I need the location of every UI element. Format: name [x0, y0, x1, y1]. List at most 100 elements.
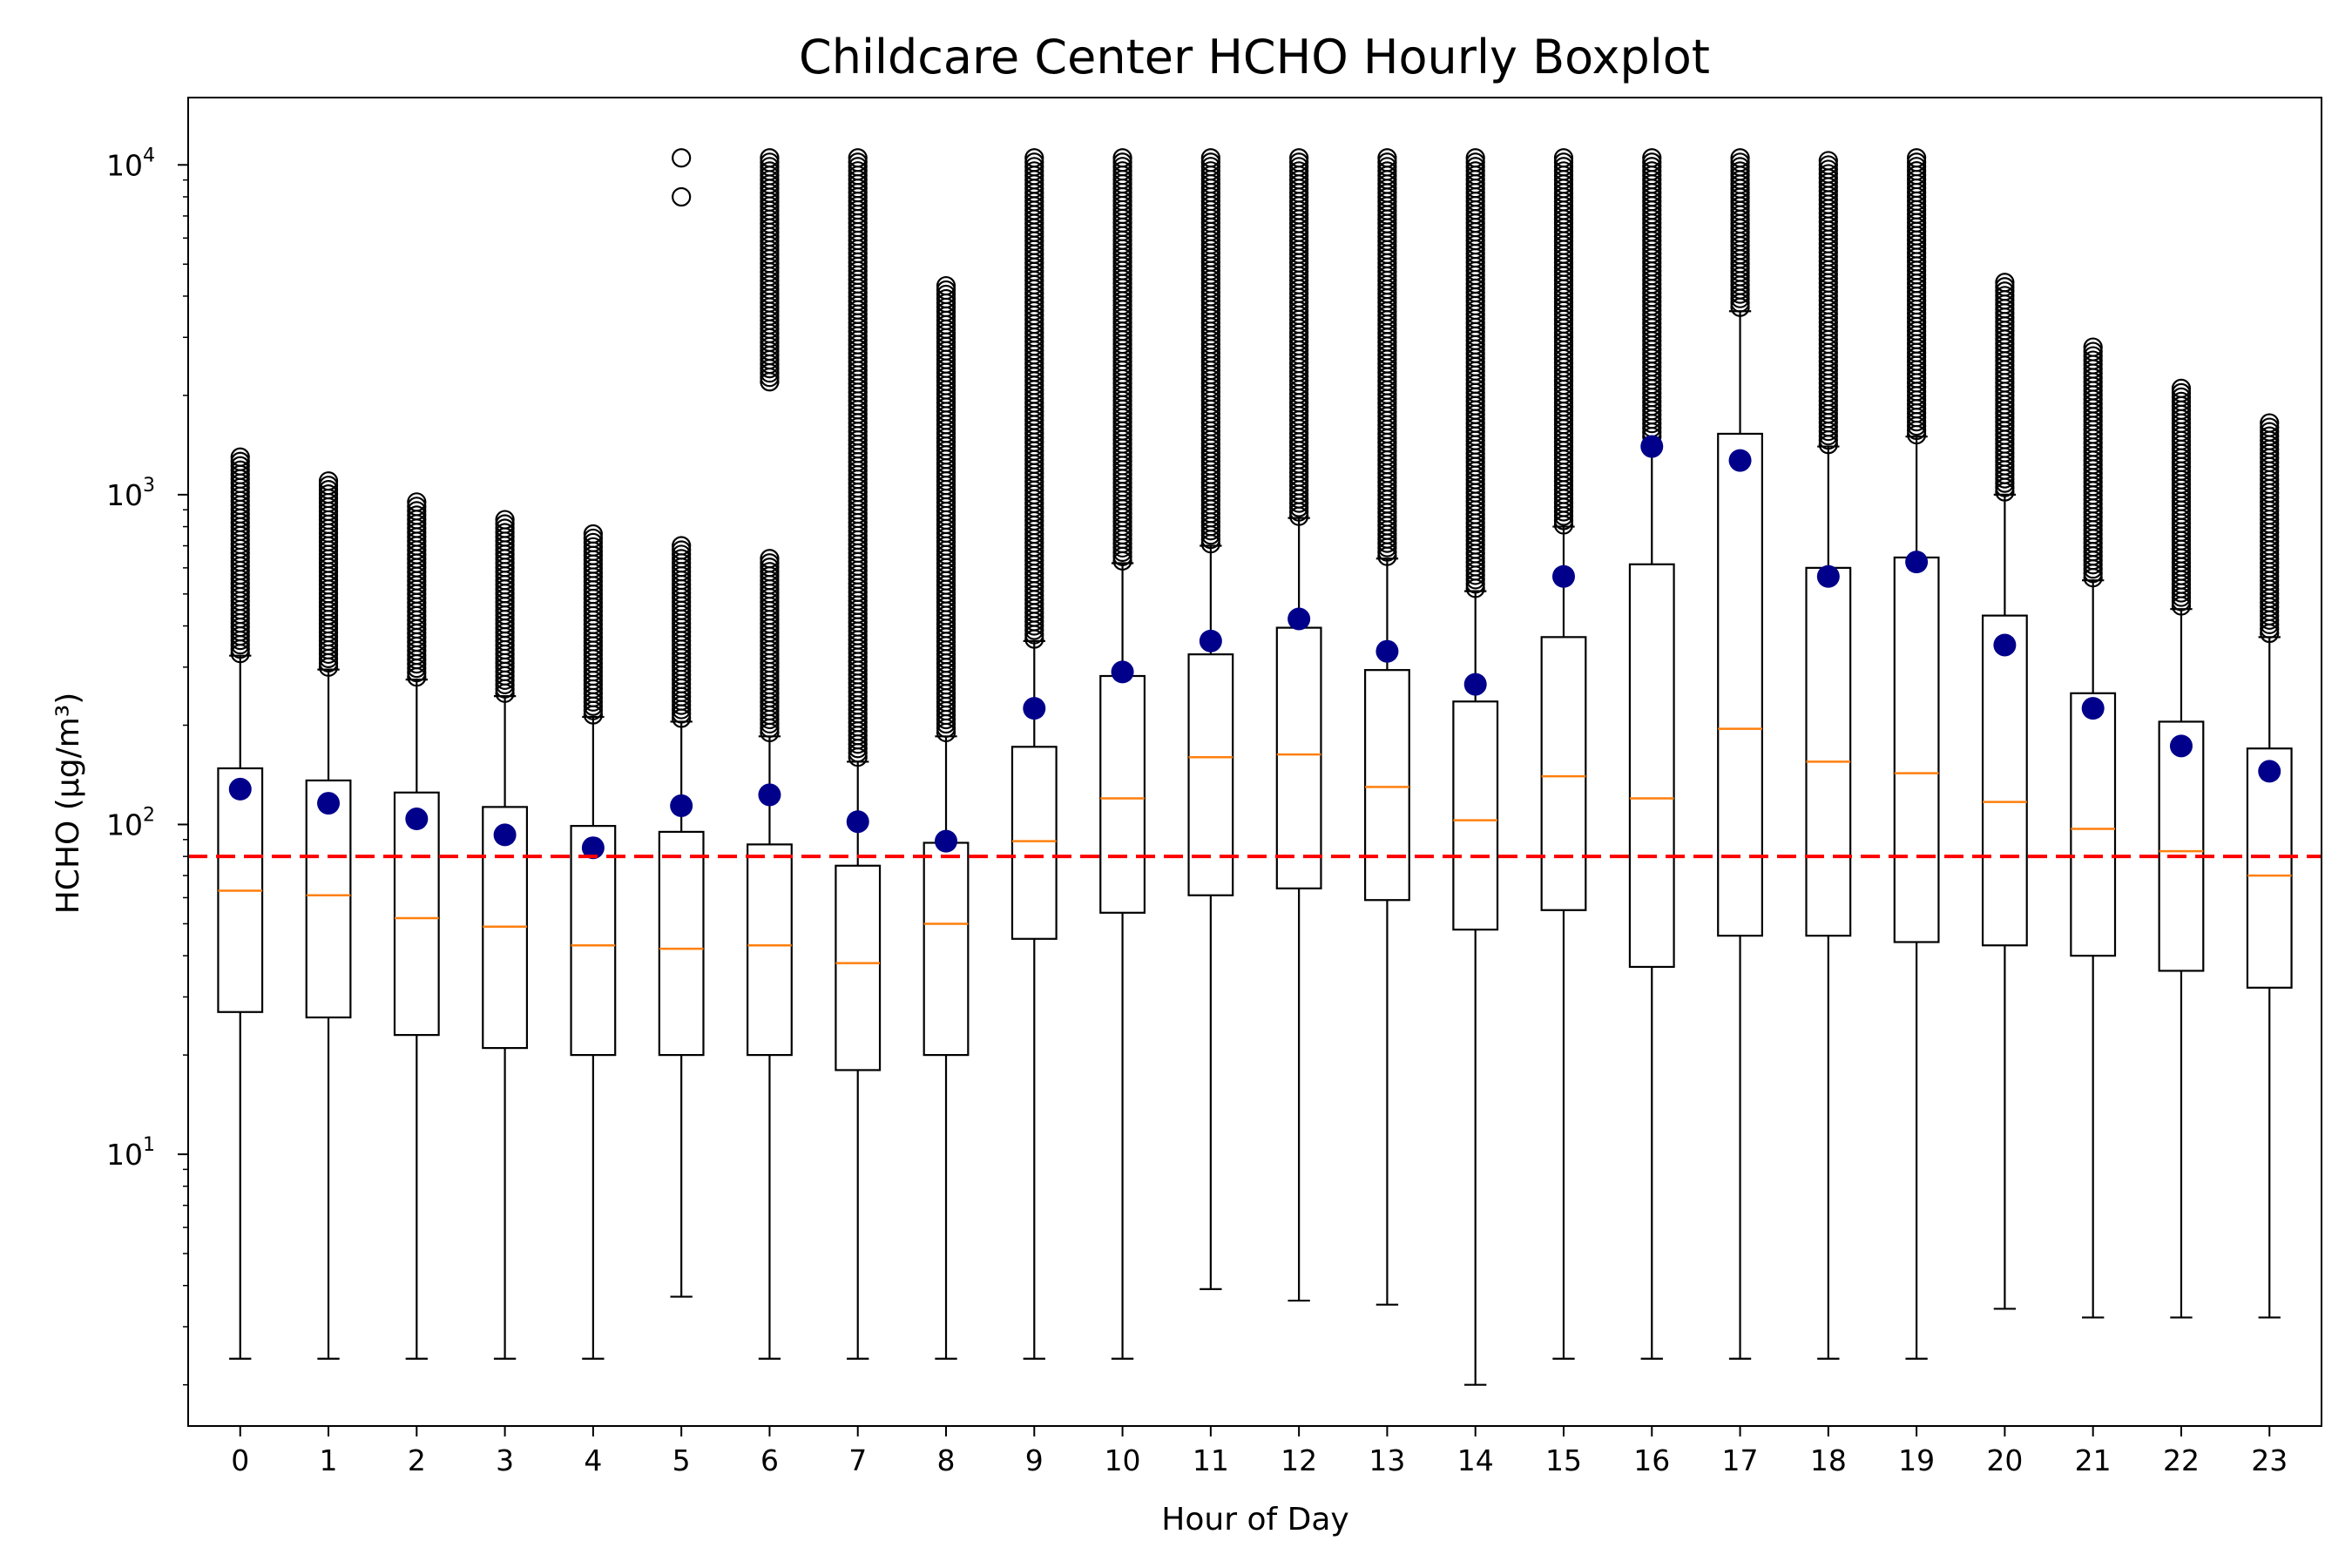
outlier-point	[1553, 161, 1574, 181]
mean-marker	[228, 777, 252, 801]
outlier-point	[407, 505, 427, 525]
box-hour-10	[1099, 148, 1146, 1360]
outlier-point	[1553, 157, 1574, 177]
x-tick-label: 21	[2075, 1443, 2112, 1477]
outlier-point	[1642, 152, 1662, 172]
mean-marker	[405, 808, 429, 831]
outlier-point	[1730, 161, 1750, 181]
iqr-box	[1010, 746, 1058, 940]
iqr-box	[393, 791, 440, 1037]
outlier-point	[407, 501, 427, 521]
outlier-point	[1112, 152, 1132, 172]
outlier-point	[672, 544, 692, 564]
outlier-point	[760, 152, 780, 172]
outlier-point	[1995, 281, 2015, 301]
iqr-box	[1628, 563, 1675, 969]
outlier-point	[583, 537, 603, 557]
outlier-point	[1907, 161, 1927, 181]
outlier-point	[230, 460, 250, 480]
outlier-point	[2171, 387, 2192, 407]
mean-marker	[1640, 435, 1664, 458]
x-tick-label: 0	[231, 1443, 249, 1477]
mean-marker	[493, 823, 517, 847]
iqr-box	[1717, 432, 1763, 937]
outlier-point	[672, 549, 692, 569]
box-hour-18	[1805, 151, 1852, 1360]
outlier-point	[583, 528, 603, 549]
y-axis-label: HCHO (µg/m³)	[51, 693, 86, 915]
outlier-point	[760, 558, 780, 578]
box-hour-0	[217, 447, 264, 1360]
outlier-point	[1907, 148, 1927, 168]
mean-marker	[1816, 564, 1840, 588]
iqr-box	[1364, 669, 1410, 902]
x-tick-label: 6	[760, 1443, 779, 1477]
outlier-point	[1024, 157, 1044, 177]
outlier-point	[760, 157, 780, 177]
mean-marker	[317, 792, 341, 815]
outlier-point	[1818, 151, 1838, 171]
iqr-box	[835, 864, 882, 1071]
y-tick-label: 103	[106, 475, 155, 512]
mean-marker	[1199, 629, 1222, 652]
outlier-point	[848, 152, 868, 172]
mean-marker	[1023, 697, 1046, 720]
outlier-point	[2083, 337, 2103, 357]
outlier-point	[936, 284, 956, 305]
outlier-point	[1200, 157, 1220, 177]
outlier-point	[1907, 157, 1927, 177]
outlier-point	[1642, 161, 1662, 181]
box-hour-21	[2070, 337, 2117, 1319]
outlier-point	[1200, 161, 1220, 181]
outlier-point	[760, 161, 780, 181]
outlier-point	[760, 549, 780, 569]
outlier-point	[2171, 382, 2192, 402]
x-tick-label: 18	[1810, 1443, 1847, 1477]
outlier-point	[672, 148, 692, 168]
outlier-point	[1642, 157, 1662, 177]
x-tick-label: 5	[672, 1443, 691, 1477]
iqr-box	[1981, 614, 2028, 947]
outlier-point	[760, 148, 780, 168]
mean-marker	[1288, 607, 1311, 631]
box-hour-8	[923, 275, 970, 1360]
mean-marker	[2169, 734, 2193, 758]
x-tick-label: 8	[937, 1443, 956, 1477]
outlier-point	[672, 540, 692, 560]
x-tick-label: 20	[1986, 1443, 2023, 1477]
chart-title: Childcare Center HCHO Hourly Boxplot	[799, 30, 1710, 84]
box-hour-17	[1717, 148, 1763, 1360]
outlier-point	[407, 497, 427, 517]
outlier-point	[672, 536, 692, 556]
box-hour-16	[1628, 148, 1675, 1360]
iqr-box	[1540, 636, 1587, 911]
x-tick-label: 9	[1025, 1443, 1044, 1477]
outlier-point	[1995, 273, 2015, 293]
plot-area	[188, 148, 2322, 1386]
y-tick-label: 104	[106, 145, 155, 182]
mean-marker	[935, 829, 958, 853]
outlier-point	[230, 456, 250, 476]
outlier-point	[495, 523, 515, 543]
x-tick-label: 11	[1193, 1443, 1229, 1477]
mean-marker	[1551, 564, 1575, 588]
iqr-box	[1893, 556, 1940, 943]
outlier-point	[318, 476, 339, 496]
box-hour-15	[1540, 148, 1587, 1360]
outlier-point	[318, 480, 339, 500]
x-tick-label: 15	[1545, 1443, 1582, 1477]
x-tick-label: 3	[496, 1443, 514, 1477]
iqr-box	[1187, 653, 1234, 896]
outlier-point	[1024, 161, 1044, 181]
box-hour-4	[570, 524, 617, 1360]
outlier-point	[1818, 155, 1838, 175]
outlier-point	[1200, 152, 1220, 172]
iqr-box	[923, 841, 970, 1057]
outlier-point	[1377, 148, 1397, 168]
outlier-point	[1377, 157, 1397, 177]
outlier-point	[1730, 157, 1750, 177]
outlier-point	[1465, 152, 1485, 172]
outlier-point	[936, 280, 956, 301]
outlier-point	[1642, 148, 1662, 168]
